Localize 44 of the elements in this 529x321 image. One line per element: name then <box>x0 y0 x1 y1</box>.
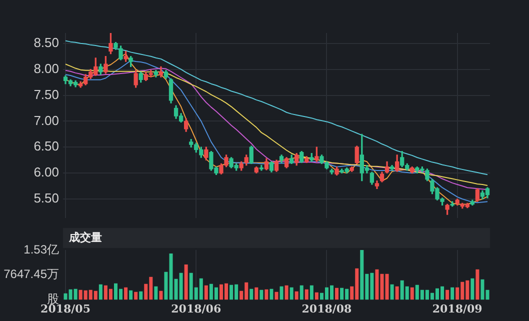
x-tick-label: 2018/08 <box>302 302 352 316</box>
bar <box>184 264 188 300</box>
text: 7647.45万 <box>4 267 59 282</box>
bar <box>98 284 102 300</box>
text: 1.53亿 <box>24 242 59 256</box>
bar <box>300 285 304 300</box>
bar <box>304 289 308 300</box>
y-tick-label: 8.50 <box>34 34 59 50</box>
bar <box>250 288 254 300</box>
bar <box>274 292 278 300</box>
x-tick-label: 2018/06 <box>171 302 222 316</box>
bar <box>390 284 394 300</box>
bar <box>290 287 294 300</box>
bar <box>410 287 414 300</box>
y-tick-label: 7.50 <box>34 86 59 102</box>
chart-title: 成交量 <box>63 228 490 248</box>
y-tick-label: 7.00 <box>34 112 59 128</box>
y-tick-label: 5.50 <box>34 190 59 206</box>
bar <box>204 285 208 300</box>
bar <box>124 287 128 300</box>
bar <box>446 290 450 300</box>
bar <box>335 288 339 300</box>
bar <box>264 289 268 300</box>
bar <box>129 290 133 300</box>
y-tick-label: 8.00 <box>34 60 59 76</box>
bar <box>395 286 399 300</box>
bar <box>294 291 298 300</box>
bar <box>159 290 163 300</box>
bar <box>139 291 143 300</box>
bar <box>280 286 284 300</box>
bar <box>284 285 288 300</box>
bar <box>470 278 474 300</box>
y-tick-label: 6.00 <box>34 164 59 180</box>
bar <box>476 269 480 300</box>
bar <box>310 285 314 300</box>
x-tick-label: 2018/09 <box>432 302 482 316</box>
bar <box>314 292 318 300</box>
bar <box>450 287 454 300</box>
bar <box>254 287 258 300</box>
y-tick-label: 6.50 <box>34 138 59 154</box>
bar <box>270 288 274 300</box>
bar <box>134 292 138 300</box>
bar <box>154 286 158 300</box>
bar <box>260 290 264 300</box>
